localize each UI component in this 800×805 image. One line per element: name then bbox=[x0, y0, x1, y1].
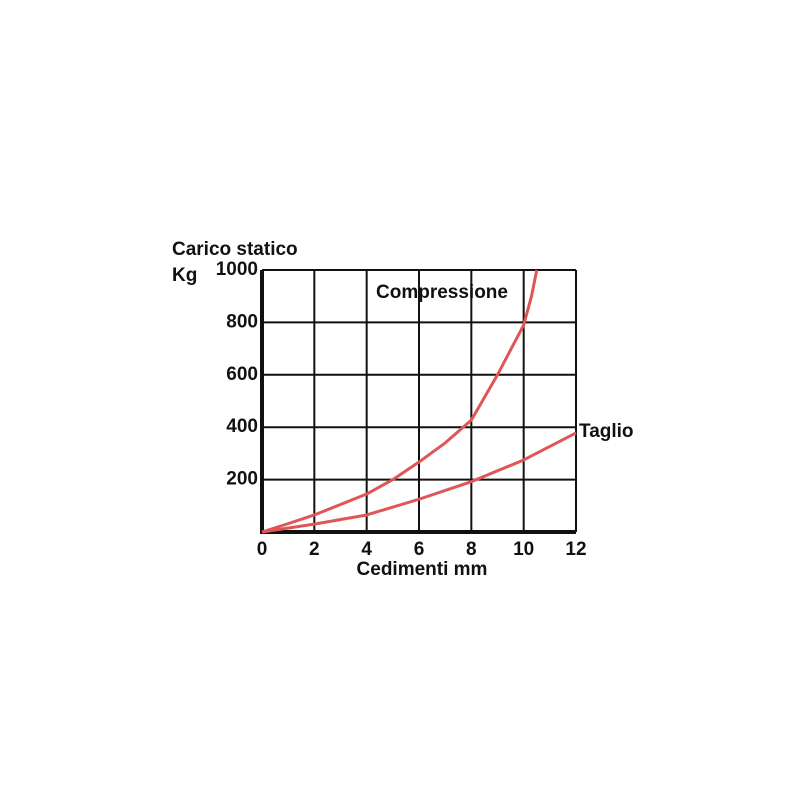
y-axis-label: Carico statico bbox=[172, 239, 298, 260]
x-tick-label: 6 bbox=[414, 539, 425, 560]
x-tick-label: 12 bbox=[565, 539, 586, 560]
x-tick-label: 2 bbox=[309, 539, 320, 560]
y-tick-label: 400 bbox=[226, 416, 258, 437]
y-tick-label: 600 bbox=[226, 364, 258, 385]
series-label: Compressione bbox=[376, 282, 508, 303]
y-axis-unit: Kg bbox=[172, 265, 197, 286]
x-tick-label: 8 bbox=[466, 539, 477, 560]
y-tick-label: 200 bbox=[226, 469, 258, 490]
line-series bbox=[261, 431, 577, 534]
x-tick-label: 4 bbox=[361, 539, 372, 560]
line-series bbox=[261, 269, 539, 534]
y-tick-label: 1000 bbox=[216, 259, 258, 280]
x-tick-label: 0 bbox=[257, 539, 268, 560]
y-tick-label: 800 bbox=[226, 311, 258, 332]
series-label: Taglio bbox=[579, 421, 634, 442]
x-tick-label: 10 bbox=[513, 539, 534, 560]
x-axis-label: Cedimenti mm bbox=[357, 559, 488, 580]
